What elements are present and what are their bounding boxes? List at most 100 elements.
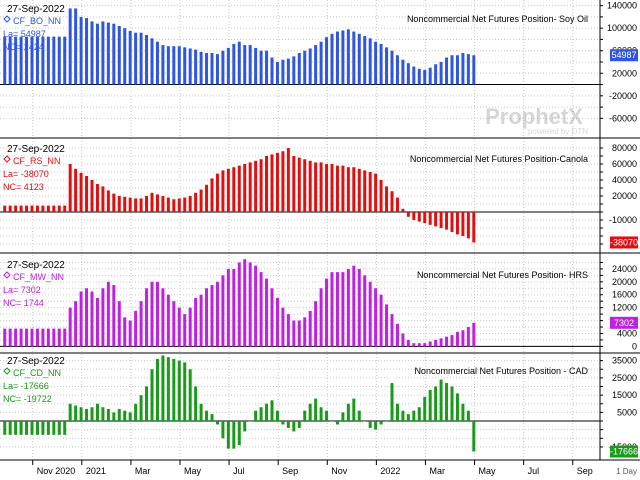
x-tick-label: Nov [331, 466, 348, 476]
bar [417, 212, 421, 222]
bar [215, 281, 219, 347]
bar [74, 405, 78, 422]
panel-la-value: La= -38070 [3, 169, 49, 179]
bar [25, 328, 29, 347]
bar [57, 205, 61, 212]
bar [90, 21, 94, 85]
bar [297, 157, 301, 212]
watermark-subtitle: powered by DTN [528, 127, 588, 136]
bar [401, 208, 405, 212]
bar [434, 386, 438, 422]
bar [243, 421, 247, 432]
panel-title: Noncommercial Net Futures Position - CAD [414, 366, 588, 376]
period-label[interactable]: 1 Day [616, 467, 637, 476]
bar [374, 288, 378, 347]
bar [123, 317, 127, 347]
panel-symbol[interactable]: CF_MW_NN [13, 272, 64, 282]
bar [117, 408, 121, 422]
bar [41, 421, 45, 435]
bar [134, 198, 138, 212]
y-tick-label: 15000 [612, 390, 637, 400]
bar [155, 281, 159, 347]
y-tick-label: 140000 [607, 1, 637, 11]
y-tick-label: 40000 [612, 175, 637, 185]
bar [188, 196, 192, 212]
bar [450, 55, 454, 85]
bar [46, 328, 50, 347]
bar [248, 162, 252, 212]
bar [172, 301, 176, 347]
bar [472, 322, 476, 347]
bar [3, 421, 7, 435]
bar [374, 421, 378, 430]
bar [319, 41, 323, 85]
bar [41, 205, 45, 212]
panel-nc-value: NC= -19722 [3, 394, 52, 404]
bar [14, 328, 18, 347]
panel-symbol[interactable]: CF_BO_NN [13, 16, 61, 26]
x-tick-label: May [184, 466, 202, 476]
bar-series [3, 259, 476, 347]
bar [106, 22, 110, 85]
bar [139, 395, 143, 422]
bar [14, 421, 18, 435]
bar [210, 178, 214, 212]
bar [63, 421, 67, 435]
bar [434, 339, 438, 347]
bar [150, 192, 154, 212]
bar [292, 56, 296, 85]
bar [237, 41, 241, 85]
bar [374, 173, 378, 212]
bar [275, 62, 279, 85]
bar [254, 47, 258, 85]
bar [188, 48, 192, 85]
panel-symbol[interactable]: CF_RS_NN [13, 156, 61, 166]
bar [95, 297, 99, 347]
bar [275, 297, 279, 347]
bar [205, 52, 209, 85]
bar [74, 168, 78, 212]
bar [325, 410, 329, 422]
bar [292, 156, 296, 212]
bar [455, 212, 459, 235]
panel-1: -60000-20000200006000010000014000027-Sep… [0, 1, 640, 139]
bar [292, 320, 296, 347]
bar [199, 189, 203, 212]
bar [455, 55, 459, 85]
bar [330, 164, 334, 212]
panel-title: Noncommercial Net Futures Position- Soy … [407, 14, 588, 24]
bar [183, 47, 187, 85]
bar [346, 268, 350, 347]
bar [395, 197, 399, 212]
bar [221, 50, 225, 85]
bar [330, 272, 334, 347]
bar [63, 328, 67, 347]
bar [314, 162, 318, 212]
bar [79, 16, 83, 85]
panel-symbol[interactable]: CF_CD_NN [13, 368, 61, 378]
bar [335, 421, 339, 425]
bar [363, 421, 367, 422]
bar [401, 59, 405, 85]
bar [117, 301, 121, 347]
bar [30, 205, 34, 212]
bar [188, 307, 192, 347]
bar [57, 328, 61, 347]
bar [85, 18, 89, 85]
bar [406, 414, 410, 422]
bar [286, 148, 290, 212]
x-tick-label: Jul [528, 466, 540, 476]
bar [445, 336, 449, 347]
bar [461, 212, 465, 236]
y-tick-label: 16000 [612, 290, 637, 300]
last-value-tag [610, 445, 638, 458]
bar [226, 268, 230, 347]
bar [461, 403, 465, 422]
bar [417, 407, 421, 422]
bar [63, 205, 67, 212]
panel-la-value: La= -17666 [3, 381, 49, 391]
bar [428, 212, 432, 225]
bar [123, 28, 127, 85]
bar [106, 281, 110, 347]
